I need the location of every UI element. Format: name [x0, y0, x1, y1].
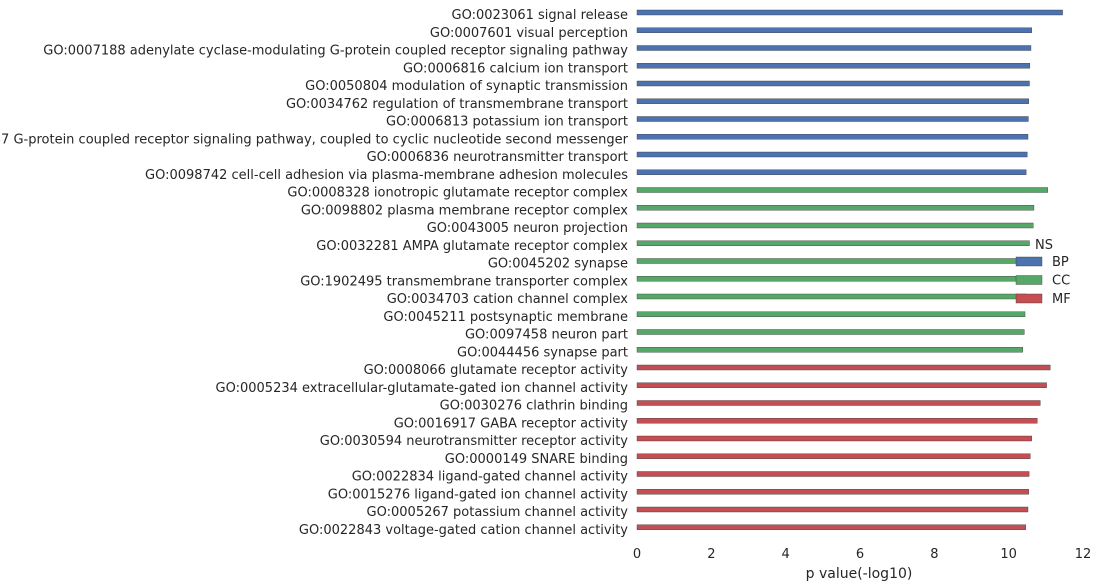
bar-bp-6 [636, 116, 1029, 122]
legend-label-cc: CC [1052, 274, 1070, 289]
bar-bp-8 [636, 151, 1028, 158]
category-label: GO:0022834 ligand-gated channel activity [352, 470, 629, 485]
legend-swatch-bp [1015, 256, 1043, 267]
category-label: GO:0045211 postsynaptic membrane [383, 310, 628, 325]
category-label: GO:0030276 clathrin binding [440, 399, 628, 414]
bar-bp-1 [636, 27, 1032, 33]
category-label: GO:0000149 SNARE binding [445, 452, 628, 467]
bar-cc-4 [636, 258, 1028, 264]
bar-cc-8 [636, 329, 1025, 335]
category-label: GO:0023061 signal release [452, 8, 628, 23]
bar-mf-4 [636, 435, 1032, 442]
bar-mf-1 [636, 382, 1047, 388]
x-tick-label: 6 [856, 547, 864, 562]
legend-label-bp: BP [1052, 255, 1069, 270]
x-tick-label: 4 [782, 547, 790, 562]
legend-label-mf: MF [1052, 292, 1071, 307]
bar-cc-3 [636, 240, 1030, 246]
x-axis-label: p value(-log10) [806, 566, 913, 582]
category-label: GO:0007188 adenylate cyclase-modulating … [43, 44, 628, 59]
bar-cc-9 [636, 347, 1023, 353]
x-tick-label: 10 [1000, 547, 1017, 562]
category-label: GO:0005267 potassium channel activity [367, 505, 629, 520]
bar-bp-3 [636, 63, 1031, 69]
x-tick-label: 12 [1075, 547, 1092, 562]
category-label: GO:0034703 cation channel complex [387, 292, 629, 307]
category-label: GO:0006813 potassium ion transport [386, 115, 628, 130]
category-label: GO:0044456 synapse part [457, 345, 628, 360]
bar-mf-0 [636, 364, 1051, 371]
x-tick-label: 2 [707, 547, 715, 562]
category-labels: GO:0023061 signal release GO:0007601 visu… [0, 8, 629, 538]
bar-mf-7 [636, 489, 1029, 495]
category-label: GO:0034762 regulation of transmembrane t… [286, 97, 628, 112]
category-label: GO:1902495 transmembrane transporter com… [300, 274, 628, 289]
bar-mf-8 [636, 506, 1029, 513]
category-label: GO:0006836 neurotransmitter transport [367, 150, 628, 165]
bar-bp-5 [636, 98, 1029, 104]
x-tick-label: 0 [633, 547, 641, 562]
bar-bp-0 [636, 9, 1063, 16]
bar-bp-7 [636, 134, 1029, 140]
legend-swatch-mf [1015, 293, 1043, 304]
bar-bp-9 [636, 169, 1027, 175]
category-label: GO:0098802 plasma membrane receptor comp… [301, 203, 628, 218]
category-label: GO:0098742 cell-cell adhesion via plasma… [145, 168, 628, 183]
category-label: GO:0016917 GABA receptor activity [394, 416, 629, 431]
category-label: GO:0007187 G-protein coupled receptor si… [0, 132, 629, 147]
bar-mf-6 [636, 471, 1030, 477]
legend: NS BP CC MF [1015, 238, 1071, 307]
bar-cc-5 [636, 276, 1027, 282]
legend-title: NS [1035, 238, 1053, 253]
category-label: GO:0008328 ionotropic glutamate receptor… [287, 186, 628, 201]
bar-mf-2 [636, 400, 1041, 406]
category-label: GO:0007601 visual perception [430, 26, 628, 41]
category-label: GO:0050804 modulation of synaptic transm… [305, 79, 628, 94]
category-label: GO:0032281 AMPA glutamate receptor compl… [316, 239, 628, 254]
category-label: GO:0022843 voltage-gated cation channel … [299, 523, 628, 538]
bar-mf-9 [636, 524, 1026, 530]
bar-mf-5 [636, 453, 1031, 459]
category-label: GO:0097458 neuron part [465, 328, 628, 343]
category-label: GO:0006816 calcium ion transport [403, 61, 628, 76]
category-label: GO:0043005 neuron projection [427, 221, 628, 236]
bar-cc-1 [636, 205, 1035, 211]
category-label: GO:0045202 synapse [488, 257, 628, 272]
bar-cc-0 [636, 187, 1048, 193]
bar-mf-3 [636, 418, 1038, 424]
category-label: GO:0005234 extracellular-glutamate-gated… [216, 381, 629, 396]
category-label: GO:0008066 glutamate receptor activity [364, 363, 629, 378]
bar-bp-2 [636, 45, 1032, 51]
legend-swatch-cc [1015, 275, 1043, 285]
bar-cc-7 [636, 311, 1026, 317]
category-label: GO:0015276 ligand-gated ion channel acti… [328, 487, 629, 502]
category-label: GO:0030594 neurotransmitter receptor act… [320, 434, 629, 449]
bar-cc-2 [636, 222, 1034, 229]
bars-group [636, 9, 1063, 530]
bar-bp-4 [636, 80, 1030, 87]
x-tick-label: 8 [930, 547, 938, 562]
x-tick-labels: 0 2 4 6 8 10 12 [633, 547, 1091, 562]
bar-cc-6 [636, 293, 1027, 300]
